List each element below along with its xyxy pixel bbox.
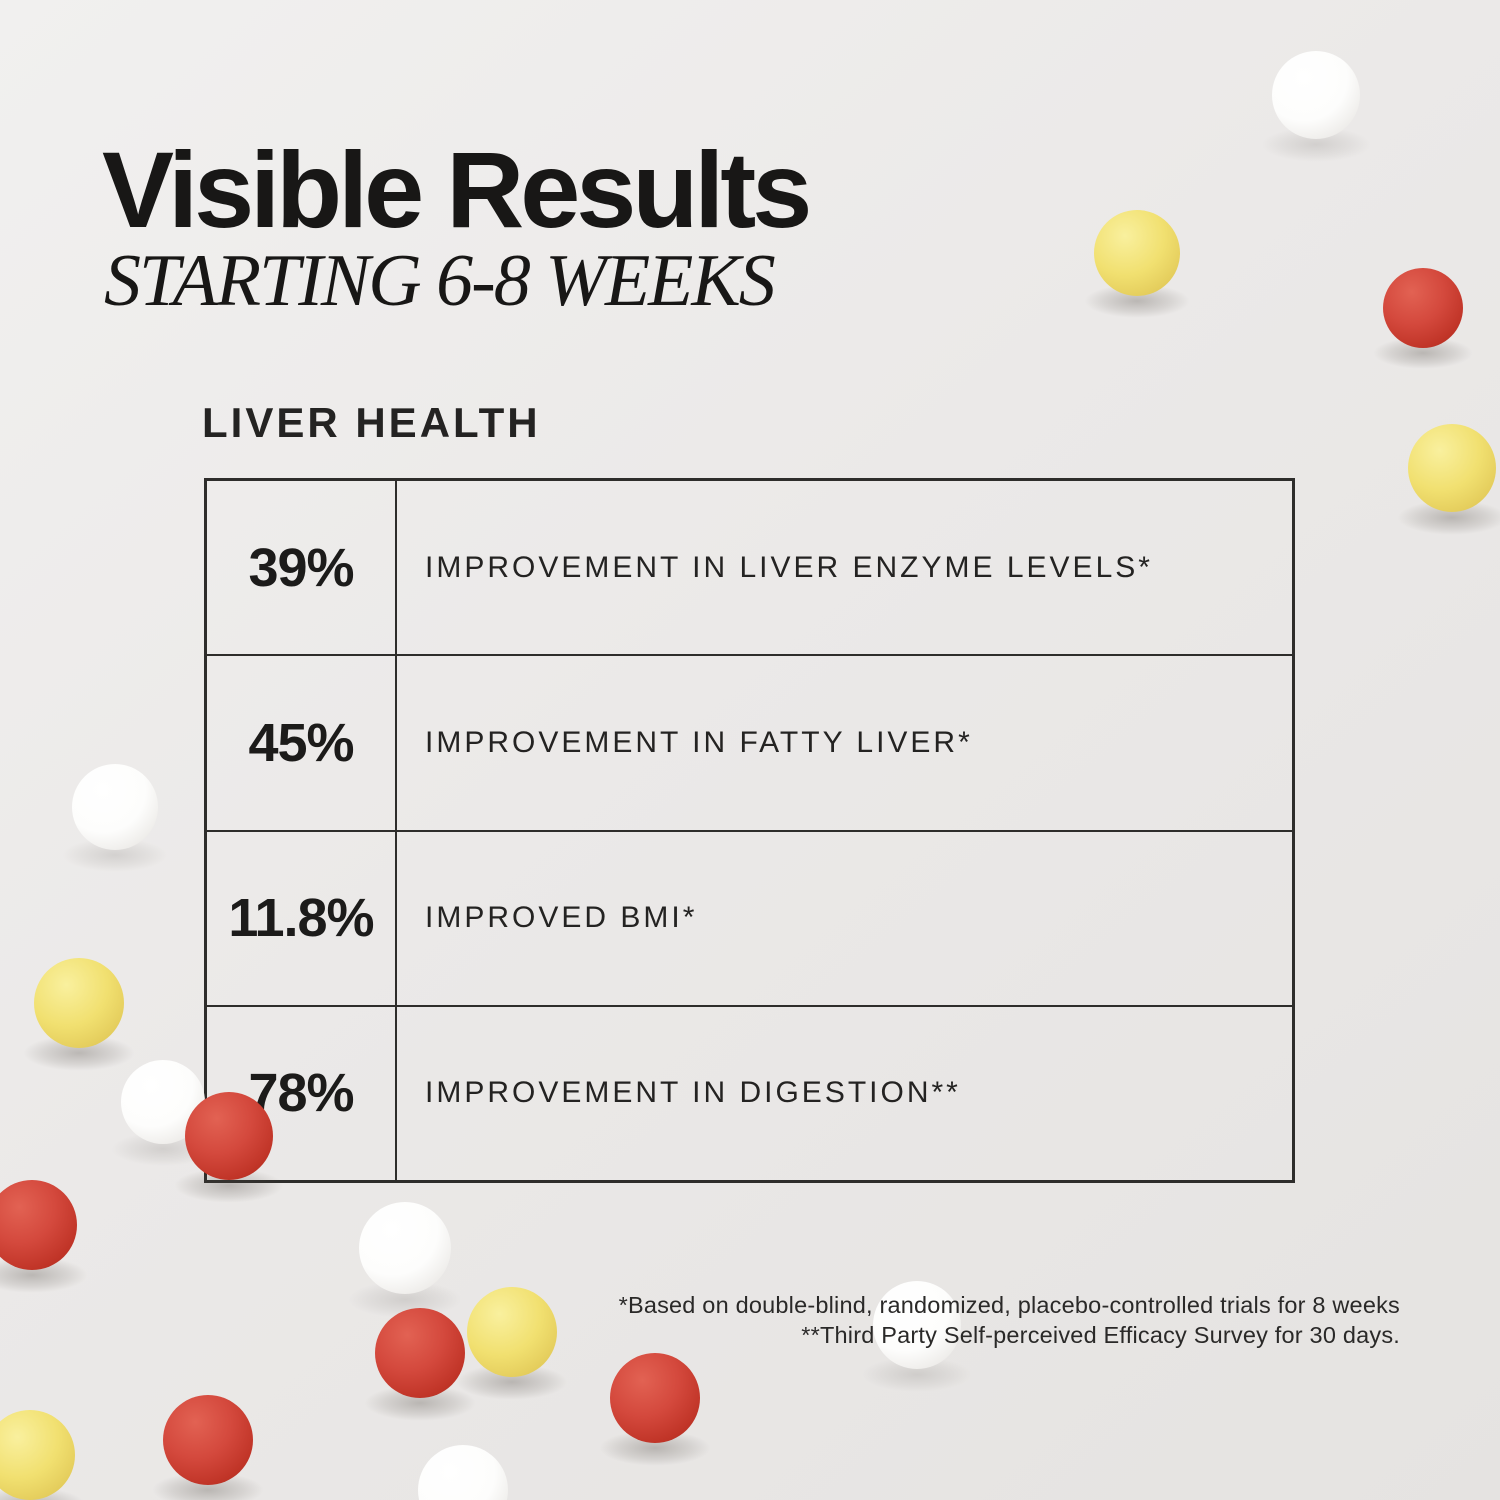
yellow-ball [0,1410,86,1500]
white-ball [347,1202,463,1318]
red-ball [599,1353,711,1467]
page-subtitle: STARTING 6-8 WEEKS [104,240,776,322]
red-ball [0,1180,88,1294]
table-row: 45% IMPROVEMENT IN FATTY LIVER* [207,656,1292,832]
yellow-ball [1083,210,1191,319]
red-ball [152,1395,264,1500]
result-label: IMPROVEMENT IN LIVER ENZYME LEVELS* [425,550,1153,584]
red-ball [1373,268,1473,369]
yellow-ball [1397,424,1500,535]
table-row: 39% IMPROVEMENT IN LIVER ENZYME LEVELS* [207,481,1292,657]
result-label: IMPROVEMENT IN DIGESTION** [425,1076,961,1110]
white-ball [418,1445,508,1500]
yellow-ball [456,1287,568,1401]
percent-value: 11.8% [207,831,397,1005]
white-ball [61,764,169,873]
footnotes: *Based on double-blind, randomized, plac… [619,1290,1400,1350]
footnote-line-1: *Based on double-blind, randomized, plac… [618,1292,1400,1318]
white-ball [1261,51,1371,162]
footnote-line-2: **Third Party Self-perceived Efficacy Su… [801,1322,1400,1348]
liver-health-results-table: 39% IMPROVEMENT IN LIVER ENZYME LEVELS* 45… [204,478,1295,1183]
percent-value: 39% [207,481,397,655]
page-title: Visible Results [102,129,812,250]
yellow-ball [23,958,135,1072]
white-ball [110,1060,216,1166]
table-row: 78% IMPROVEMENT IN DIGESTION** [207,1006,1292,1180]
result-label: IMPROVEMENT IN FATTY LIVER* [425,725,973,759]
section-heading-liver-health: LIVER HEALTH [202,399,541,446]
percent-value: 45% [207,656,397,830]
red-ball [364,1308,476,1422]
table-row: 11.8% IMPROVED BMI* [207,831,1292,1007]
result-label: IMPROVED BMI* [425,901,698,935]
percent-value: 78% [207,1006,397,1180]
